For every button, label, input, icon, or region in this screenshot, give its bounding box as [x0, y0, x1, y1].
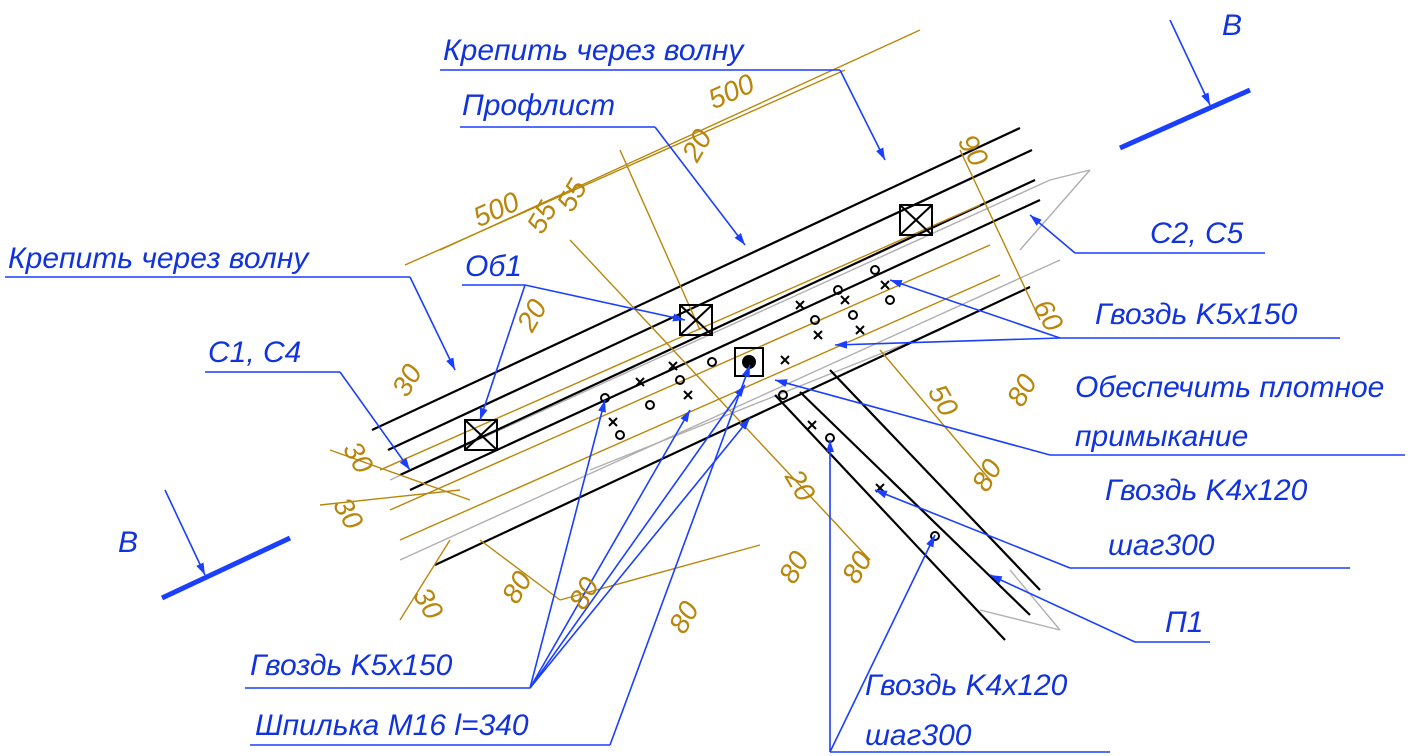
geometry — [320, 30, 1090, 640]
nail-x — [684, 391, 692, 399]
drawing: В В Крепить через волну Профлист Крепить ч… — [0, 0, 1423, 756]
dimension: 80 — [773, 546, 816, 589]
section-label: В — [118, 526, 138, 559]
dimension: 30 — [337, 436, 380, 479]
dimension: 500 — [468, 185, 524, 232]
nail-x — [808, 421, 816, 429]
annotation: C2, C5 — [1150, 217, 1244, 250]
nail — [616, 431, 624, 439]
nail-x — [841, 296, 849, 304]
dimension: 30 — [327, 492, 370, 535]
dimension: 80 — [563, 572, 606, 615]
nail — [646, 401, 654, 409]
annotation: Гвоздь K5x150 — [250, 649, 453, 682]
dimension: 80 — [496, 566, 539, 609]
section-label: В — [1222, 9, 1242, 42]
nail-x — [856, 326, 864, 334]
dimension: 80 — [1001, 369, 1044, 412]
leader — [480, 285, 525, 420]
leader — [840, 70, 885, 160]
annotation: Об1 — [465, 250, 522, 283]
annotation: Гвоздь K5x150 — [1095, 298, 1298, 331]
dimension: 60 — [1027, 294, 1070, 337]
annotation: Обеспечить плотное — [1075, 371, 1384, 404]
leader — [530, 418, 750, 688]
annotation: Гвоздь K4x120 — [865, 669, 1068, 702]
leader — [410, 277, 455, 370]
nail — [886, 296, 894, 304]
nail-x — [814, 331, 822, 339]
dimension: 90 — [952, 129, 995, 172]
leader — [1030, 215, 1075, 253]
dimension: 50 — [922, 379, 965, 422]
annotation: Крепить через волну — [8, 242, 310, 275]
dimension: 30 — [386, 359, 429, 402]
nail-x — [796, 301, 804, 309]
leader — [875, 490, 1070, 568]
leader — [530, 410, 690, 688]
annotation: C1, C4 — [208, 336, 301, 369]
annotation: Гвоздь K4x120 — [1105, 474, 1308, 507]
dimension: 30 — [407, 582, 450, 625]
dimension: 80 — [663, 596, 706, 639]
annotation: Крепить через волну — [443, 34, 745, 67]
leader — [990, 575, 1135, 642]
leader — [610, 365, 750, 745]
dimension: 80 — [966, 454, 1009, 497]
leader — [530, 385, 745, 688]
nail — [849, 311, 857, 319]
nail — [871, 266, 879, 274]
annotation: Профлист — [462, 89, 615, 122]
leader — [835, 338, 1060, 345]
dimension: 20 — [510, 294, 553, 338]
nail-x — [609, 418, 617, 426]
annotation: примыкание — [1075, 420, 1248, 453]
annotation: шаг300 — [865, 719, 972, 752]
nail — [708, 358, 716, 366]
dimension: 80 — [836, 546, 879, 589]
annotation: Шпилька M16 l=340 — [255, 709, 529, 742]
nail-x — [781, 356, 789, 364]
annotation: шаг300 — [1108, 529, 1215, 562]
annotation: П1 — [1165, 606, 1203, 639]
leaders — [5, 70, 1405, 752]
section-marks: В В — [118, 9, 1250, 598]
nail-x — [881, 281, 889, 289]
